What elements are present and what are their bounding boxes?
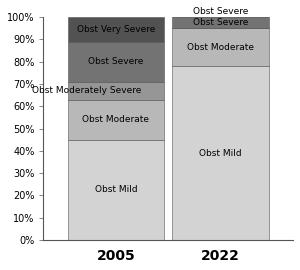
Text: Obst Mild: Obst Mild (94, 185, 137, 194)
Text: Obst Severe: Obst Severe (193, 7, 248, 16)
Bar (68, 100, 164, 140)
Text: Obst Mild: Obst Mild (199, 148, 242, 157)
Bar (68, 42, 164, 82)
Text: Obst Moderately Severe: Obst Moderately Severe (32, 86, 142, 95)
Bar (172, 66, 269, 240)
Bar (172, 28, 269, 66)
Text: Obst Moderate: Obst Moderate (187, 43, 254, 52)
Bar (68, 140, 164, 240)
Bar (68, 17, 164, 42)
Text: Obst Severe: Obst Severe (88, 57, 144, 66)
Text: Obst Moderate: Obst Moderate (82, 115, 149, 124)
Bar (172, 17, 269, 28)
Text: Obst Very Severe: Obst Very Severe (77, 25, 155, 34)
Text: Obst Severe: Obst Severe (193, 18, 248, 27)
Bar (68, 82, 164, 100)
